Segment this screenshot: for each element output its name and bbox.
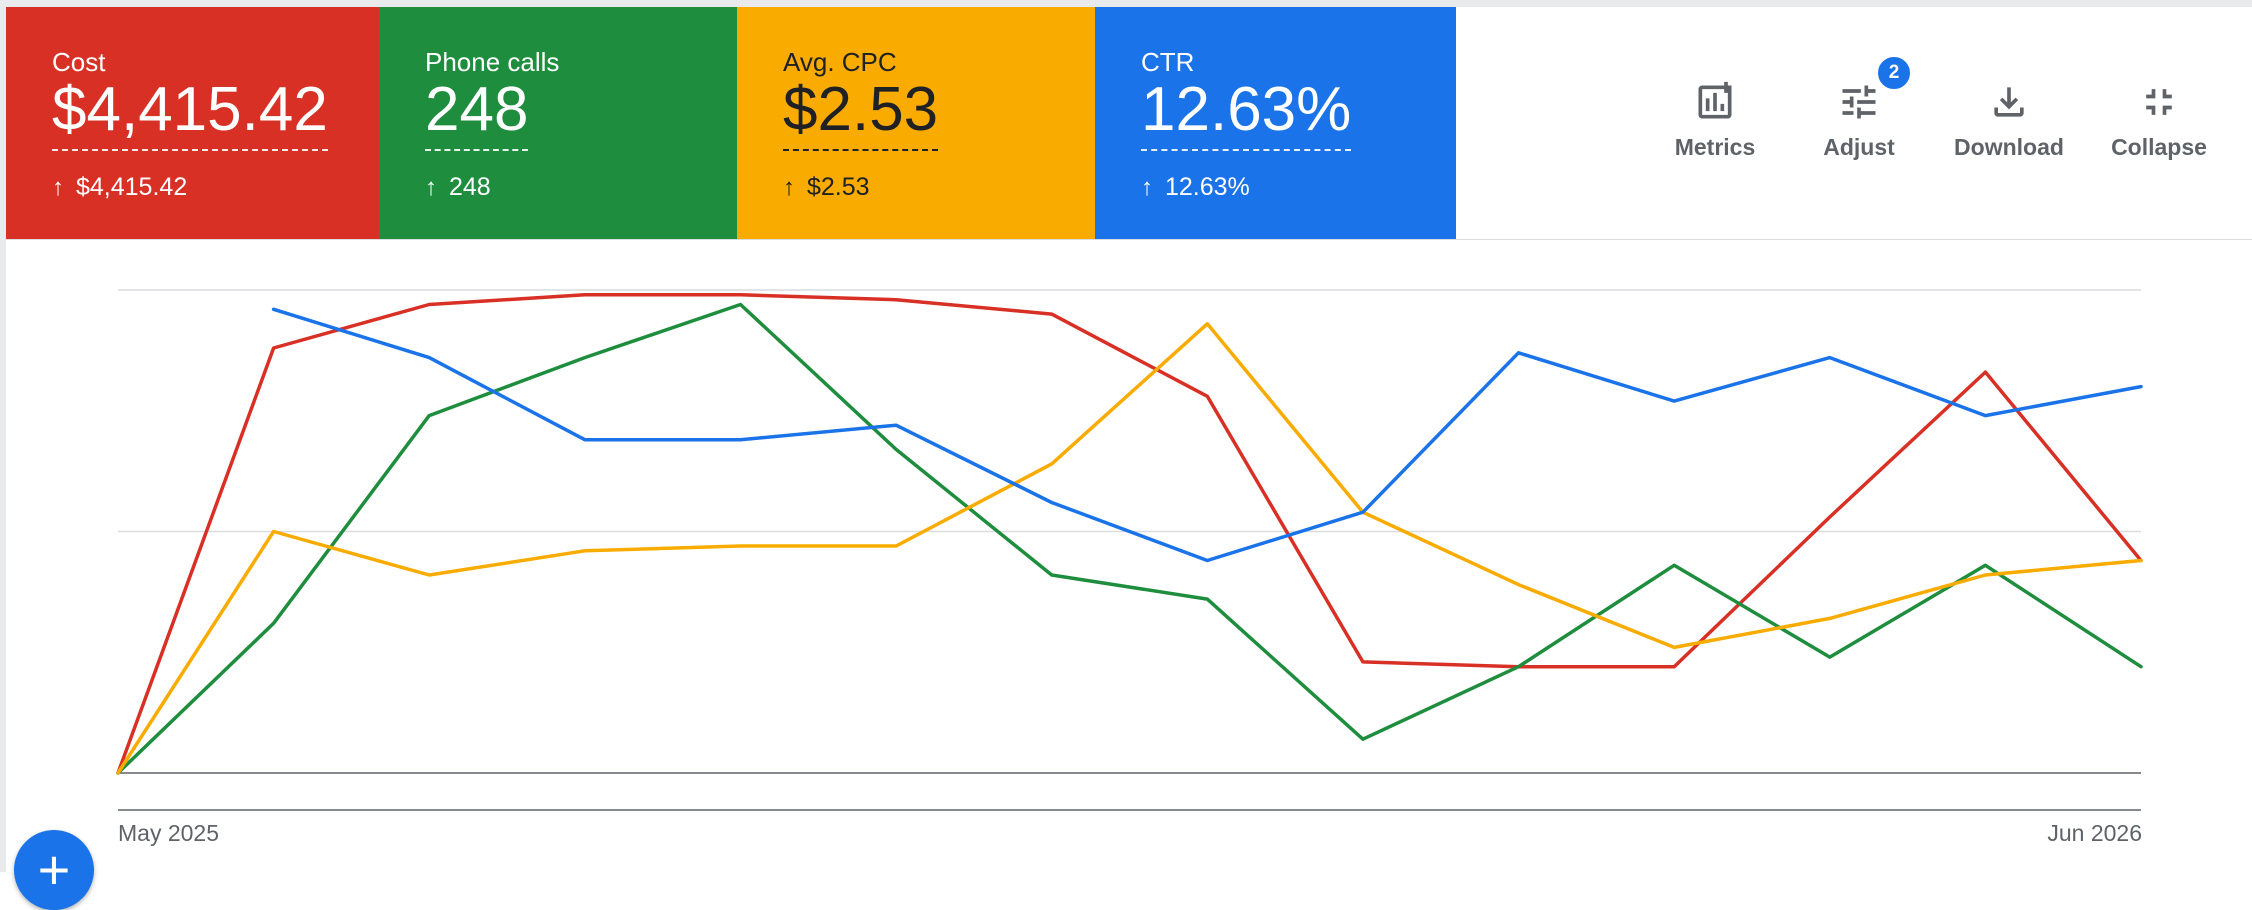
scorecard-change: ↑ $4,415.42 bbox=[52, 173, 187, 202]
series-line-3 bbox=[271, 307, 2143, 563]
download-label: Download bbox=[1954, 134, 2064, 160]
x-tick-label-start: May 2025 bbox=[118, 820, 220, 846]
collapse-button[interactable]: Collapse bbox=[2094, 80, 2224, 161]
change-value: 248 bbox=[449, 173, 491, 201]
scorecard-value: $2.53 bbox=[783, 79, 939, 151]
add-fab-button[interactable]: + bbox=[14, 830, 94, 910]
scorecard-label: Avg. CPC bbox=[783, 47, 897, 77]
top-divider bbox=[0, 0, 2252, 7]
scorecard-change: ↑ 248 bbox=[425, 173, 491, 202]
change-value: $2.53 bbox=[807, 173, 870, 201]
scorecard-label: Cost bbox=[52, 47, 106, 77]
add-chart-icon bbox=[1698, 81, 1732, 119]
series-line-1 bbox=[116, 302, 2143, 775]
collapse-icon bbox=[2146, 89, 2172, 115]
scorecard-phone-calls[interactable]: Phone calls 248 ↑ 248 bbox=[379, 7, 737, 239]
scorecard-ctr[interactable]: CTR 12.63% ↑ 12.63% bbox=[1095, 7, 1456, 239]
scorecard-value: $4,415.42 bbox=[52, 79, 328, 151]
scorecard-change: ↑ $2.53 bbox=[783, 173, 870, 202]
arrow-up-icon: ↑ bbox=[425, 173, 437, 201]
arrow-up-icon: ↑ bbox=[1141, 173, 1153, 201]
scorecard-label: Phone calls bbox=[425, 47, 560, 77]
arrow-up-icon: ↑ bbox=[783, 173, 795, 201]
scorecard-value: 248 bbox=[425, 79, 529, 151]
performance-line-chart bbox=[116, 289, 2143, 811]
collapse-label: Collapse bbox=[2111, 134, 2207, 160]
x-tick-label-end: Jun 2026 bbox=[2047, 820, 2142, 846]
adjust-button[interactable]: Adjust bbox=[1794, 80, 1924, 161]
series-line-0 bbox=[116, 293, 2143, 775]
scorecards-bar: Cost $4,415.42 ↑ $4,415.42 Phone calls 24… bbox=[6, 7, 2252, 240]
change-value: $4,415.42 bbox=[76, 173, 188, 201]
scorecard-value: 12.63% bbox=[1141, 79, 1352, 151]
scorecard-label: CTR bbox=[1141, 47, 1195, 77]
metrics-label: Metrics bbox=[1674, 134, 1756, 160]
adjust-label: Adjust bbox=[1823, 134, 1895, 160]
change-value: 12.63% bbox=[1165, 173, 1250, 201]
left-gutter bbox=[0, 0, 6, 872]
series-line-2 bbox=[116, 322, 2143, 775]
metrics-button[interactable]: Metrics bbox=[1650, 80, 1780, 161]
arrow-up-icon: ↑ bbox=[52, 173, 64, 201]
tune-icon bbox=[1842, 85, 1876, 119]
scorecard-cost[interactable]: Cost $4,415.42 ↑ $4,415.42 bbox=[6, 7, 379, 239]
scorecard-avg-cpc[interactable]: Avg. CPC $2.53 ↑ $2.53 bbox=[737, 7, 1095, 239]
plus-icon: + bbox=[37, 838, 71, 901]
download-button[interactable]: Download bbox=[1944, 80, 2074, 161]
download-icon bbox=[1994, 87, 2024, 117]
scorecard-change: ↑ 12.63% bbox=[1141, 173, 1250, 202]
adjust-count-badge: 2 bbox=[1876, 55, 1912, 91]
